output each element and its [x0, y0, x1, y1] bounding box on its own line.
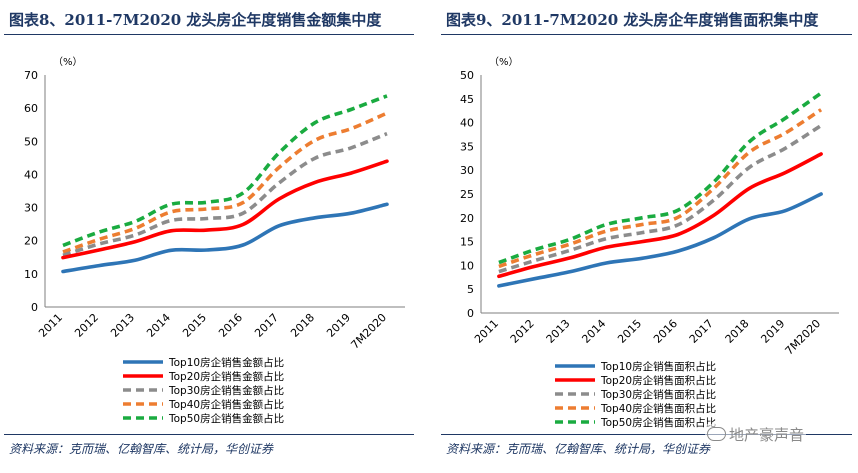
y-tick-label: 10	[460, 259, 474, 272]
legend-label: Top50房企销售金额占比	[168, 412, 284, 425]
series-line-20	[497, 152, 823, 279]
x-tick-label: 2015	[180, 311, 209, 340]
x-tick-label: 2014	[579, 317, 608, 346]
x-tick-label: 7M2020	[348, 311, 389, 352]
series-line-50	[498, 91, 823, 265]
x-tick-label: 2014	[144, 311, 173, 340]
x-tick-label: 2017	[252, 311, 281, 340]
legend-label: Top50房企销售面积占比	[600, 416, 716, 429]
series-line-10	[497, 192, 823, 288]
source-note: 资料来源：克而瑞、亿翰智库、统计局，华创证券	[9, 442, 274, 456]
y-tick-label: 45	[460, 93, 474, 106]
y-tick-label: 60	[24, 102, 38, 115]
series-line-10	[61, 202, 389, 274]
y-tick-label: 10	[24, 268, 38, 281]
chart-panel-sales-amount: 图表8、2011-7M2020 龙头房企年度销售金额集中度 （%） 0 10 20 30…	[0, 0, 420, 473]
y-axis-unit: （%）	[53, 56, 83, 68]
series-line-20	[61, 159, 389, 260]
legend-label: Top10房企销售面积占比	[600, 360, 716, 373]
footer-divider	[441, 434, 852, 435]
y-tick-label: 70	[24, 69, 38, 82]
legend-label: Top30房企销售面积占比	[600, 388, 716, 401]
x-tick-label: 2013	[544, 317, 573, 346]
x-tick-label: 2019	[324, 311, 353, 340]
y-tick-label: 20	[460, 212, 474, 225]
watermark: 地产豪声音	[705, 424, 807, 445]
x-tick-label: 2016	[651, 317, 680, 346]
x-tick-label: 2018	[723, 317, 752, 346]
series-line-50	[62, 94, 388, 248]
y-tick-label: 30	[460, 164, 474, 177]
y-tick-label: 40	[24, 168, 38, 181]
x-tick-label: 2016	[216, 311, 245, 340]
legend-label: Top40房企销售金额占比	[168, 398, 284, 411]
y-tick-label: 50	[24, 135, 38, 148]
series-line-40	[62, 111, 388, 254]
x-tick-label: 2015	[615, 317, 644, 346]
x-tick-label: 2011	[472, 317, 501, 346]
x-tick-label: 2017	[687, 317, 716, 346]
y-tick-label: 5	[467, 283, 474, 296]
y-tick-label: 15	[460, 236, 474, 249]
series-line-40	[498, 108, 823, 269]
legend-label: Top30房企销售金额占比	[168, 384, 284, 397]
x-tick-label: 2013	[108, 311, 137, 340]
legend-label: Top10房企销售金额占比	[168, 356, 284, 369]
x-tick-label: 2019	[758, 317, 787, 346]
x-tick-label: 2018	[288, 311, 317, 340]
y-tick-label: 30	[24, 202, 38, 215]
title-divider	[4, 34, 414, 35]
chart-title: 图表8、2011-7M2020 龙头房企年度销售金额集中度	[9, 11, 382, 29]
footer-divider	[4, 434, 414, 435]
y-axis-unit: （%）	[489, 56, 519, 68]
title-divider	[441, 34, 852, 35]
series-line-30	[62, 132, 388, 258]
chart-title: 图表9、2011-7M2020 龙头房企年度销售面积集中度	[446, 11, 819, 29]
y-tick-label: 50	[460, 69, 474, 82]
y-tick-label: 25	[460, 188, 474, 201]
chart-panel-sales-area: 图表9、2011-7M2020 龙头房企年度销售面积集中度 （%） 0 5 10 15 2…	[437, 0, 858, 473]
x-tick-label: 7M2020	[783, 317, 824, 358]
legend-label: Top20房企销售面积占比	[600, 374, 716, 387]
chat-bubble-icon	[707, 427, 726, 441]
y-tick-label: 0	[31, 301, 38, 314]
x-tick-label: 2012	[508, 317, 537, 346]
x-tick-label: 2012	[72, 311, 101, 340]
legend-label: Top40房企销售面积占比	[600, 402, 716, 415]
y-tick-label: 0	[467, 307, 474, 320]
y-tick-label: 35	[460, 140, 474, 153]
legend-label: Top20房企销售金额占比	[168, 370, 284, 383]
watermark-text: 地产豪声音	[729, 426, 805, 444]
y-tick-label: 20	[24, 235, 38, 248]
y-tick-label: 40	[460, 117, 474, 130]
x-tick-label: 2011	[36, 311, 65, 340]
source-note: 资料来源：克而瑞、亿翰智库、统计局，华创证券	[446, 442, 711, 456]
series-line-30	[498, 123, 823, 274]
